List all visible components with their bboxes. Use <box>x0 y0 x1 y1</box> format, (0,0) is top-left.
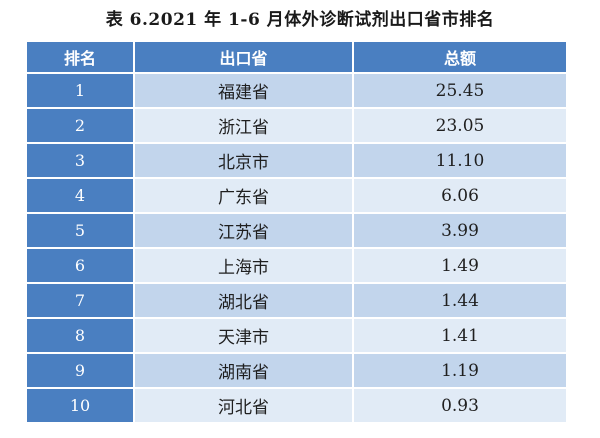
rank-cell: 10 <box>25 387 135 424</box>
total-cell: 1.44 <box>352 282 568 319</box>
province-cell: 北京市 <box>133 142 354 179</box>
province-cell: 福建省 <box>133 72 354 109</box>
rank-cell: 3 <box>25 142 135 179</box>
total-cell: 0.93 <box>352 387 568 424</box>
province-cell: 江苏省 <box>133 212 354 249</box>
total-cell: 25.45 <box>352 72 568 109</box>
table-row: 1 福建省 25.45 <box>25 72 568 109</box>
table-row: 6 上海市 1.49 <box>25 247 568 284</box>
province-cell: 天津市 <box>133 317 354 354</box>
table-row: 9 湖南省 1.19 <box>25 352 568 389</box>
rank-cell: 4 <box>25 177 135 214</box>
column-header-rank: 排名 <box>25 40 135 74</box>
total-cell: 1.49 <box>352 247 568 284</box>
total-cell: 23.05 <box>352 107 568 144</box>
column-header-total: 总额 <box>352 40 568 74</box>
table-row: 10 河北省 0.93 <box>25 387 568 424</box>
table-row: 7 湖北省 1.44 <box>25 282 568 319</box>
total-cell: 1.41 <box>352 317 568 354</box>
province-cell: 广东省 <box>133 177 354 214</box>
rank-cell: 5 <box>25 212 135 249</box>
rank-cell: 7 <box>25 282 135 319</box>
table-header-row: 排名 出口省 总额 <box>25 40 568 74</box>
total-cell: 1.19 <box>352 352 568 389</box>
rank-cell: 1 <box>25 72 135 109</box>
total-cell: 3.99 <box>352 212 568 249</box>
province-cell: 上海市 <box>133 247 354 284</box>
rank-cell: 8 <box>25 317 135 354</box>
table-row: 5 江苏省 3.99 <box>25 212 568 249</box>
total-cell: 11.10 <box>352 142 568 179</box>
export-ranking-table: 排名 出口省 总额 1 福建省 25.45 2 浙江省 23.05 3 北京市 11.10 4 广东… <box>25 40 568 424</box>
province-cell: 河北省 <box>133 387 354 424</box>
rank-cell: 9 <box>25 352 135 389</box>
table-row: 8 天津市 1.41 <box>25 317 568 354</box>
total-cell: 6.06 <box>352 177 568 214</box>
province-cell: 湖南省 <box>133 352 354 389</box>
table-row: 2 浙江省 23.05 <box>25 107 568 144</box>
table-title: 表 6.2021 年 1-6 月体外诊断试剂出口省市排名 <box>105 10 495 30</box>
province-cell: 湖北省 <box>133 282 354 319</box>
rank-cell: 6 <box>25 247 135 284</box>
table-row: 3 北京市 11.10 <box>25 142 568 179</box>
province-cell: 浙江省 <box>133 107 354 144</box>
table-row: 4 广东省 6.06 <box>25 177 568 214</box>
column-header-province: 出口省 <box>133 40 354 74</box>
rank-cell: 2 <box>25 107 135 144</box>
